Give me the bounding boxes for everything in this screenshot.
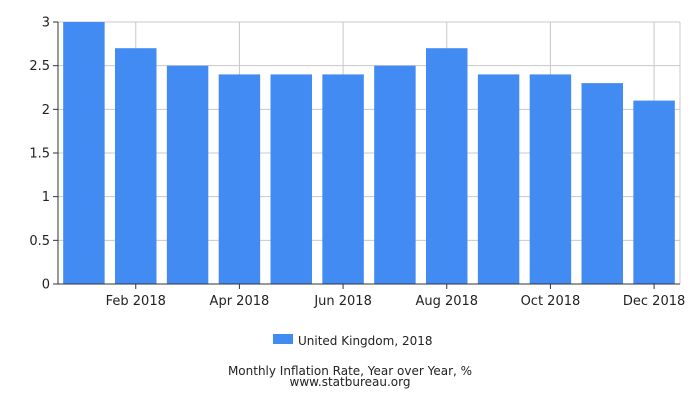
grid-lines	[58, 21, 681, 284]
axes	[53, 21, 680, 289]
bars	[63, 22, 675, 285]
x-tick-labels: Feb 2018 Apr 2018 Jun 2018 Aug 2018 Oct 2018…	[106, 294, 686, 309]
bar	[477, 74, 520, 285]
bar	[115, 48, 157, 285]
y-tick-label: 1.5	[29, 147, 50, 162]
bar	[63, 22, 105, 284]
y-tick-label: 3	[42, 16, 50, 31]
x-tick-label: Oct 2018	[521, 294, 581, 309]
y-tick-label: 1	[42, 190, 50, 205]
bar	[218, 74, 261, 285]
bar	[581, 83, 623, 284]
bar	[426, 48, 468, 285]
bar	[374, 65, 416, 285]
bar	[270, 74, 312, 285]
legend-label: United Kingdom, 2018	[298, 334, 432, 348]
chart-title: Monthly Inflation Rate, Year over Year, …	[228, 364, 472, 378]
x-tick-label: Aug 2018	[415, 294, 478, 309]
y-tick-label: 0.5	[29, 234, 50, 249]
bar	[166, 65, 209, 285]
chart-subtitle: www.statbureau.org	[290, 375, 411, 389]
bar	[322, 74, 364, 285]
x-tick-label: Apr 2018	[210, 294, 270, 309]
x-tick-label: Dec 2018	[623, 294, 685, 309]
y-tick-label: 2	[42, 103, 50, 118]
bar	[633, 100, 675, 284]
x-tick-label: Jun 2018	[313, 294, 372, 309]
legend-swatch	[273, 334, 293, 344]
y-tick-label: 2.5	[29, 59, 50, 74]
x-tick-label: Feb 2018	[106, 294, 166, 309]
y-tick-labels: 0 0.5 1 1.5 2 2.5 3	[29, 16, 50, 293]
bar	[529, 74, 572, 285]
legend: United Kingdom, 2018	[273, 334, 432, 348]
y-tick-label: 0	[42, 278, 50, 293]
